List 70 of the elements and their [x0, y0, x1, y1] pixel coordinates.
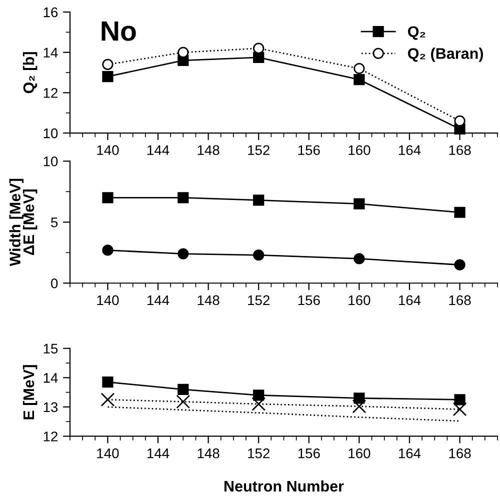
y-tick-label: 10	[44, 128, 58, 138]
point	[354, 74, 365, 86]
point	[352, 399, 366, 414]
x-tick-label: 140	[97, 295, 119, 306]
y-axis-title: Width [MeV] ΔE [MeV]	[9, 178, 38, 266]
y-tick-label: 5	[51, 218, 58, 228]
x-tick-label: 164	[398, 448, 421, 458]
point	[253, 390, 264, 401]
point	[102, 244, 114, 256]
point	[252, 397, 266, 411]
point	[178, 384, 189, 395]
point	[253, 42, 264, 54]
x-tick-label: 156	[298, 448, 320, 458]
legend-label: Q₂	[408, 26, 426, 40]
x-tick-label: 152	[248, 295, 270, 306]
point	[354, 392, 365, 404]
point	[178, 46, 189, 58]
y-tick-label: 12	[44, 432, 58, 442]
y-tick-label: 15	[44, 344, 58, 354]
x-axis-title: Neutron Number	[224, 480, 344, 492]
point	[454, 259, 466, 270]
point	[176, 394, 190, 409]
x-tick-label: 156	[298, 145, 320, 156]
point	[354, 198, 365, 210]
x-tick-label: 148	[198, 145, 220, 156]
x-tick-label: 168	[449, 295, 471, 306]
x-tick-label: 164	[398, 295, 421, 306]
x-tick-label: 160	[348, 145, 370, 156]
point	[178, 248, 189, 260]
x-tick-label: 148	[198, 448, 220, 458]
legend-label: Q₂ (Baran)	[408, 48, 483, 62]
y-tick-label: 12	[44, 88, 58, 98]
x-tick-label: 156	[298, 295, 320, 306]
point	[454, 115, 466, 126]
x-tick-label: 168	[449, 448, 471, 458]
point	[253, 250, 264, 261]
point	[354, 62, 365, 74]
point	[454, 206, 466, 218]
x-tick-label: 144	[147, 295, 170, 305]
point	[452, 402, 467, 416]
point	[100, 392, 115, 407]
point	[354, 253, 365, 264]
point	[178, 192, 189, 204]
x-tick-label: 148	[198, 295, 220, 306]
x-tick-label: 160	[348, 448, 370, 458]
y-tick-label: 14	[44, 48, 58, 58]
point	[454, 394, 466, 406]
x-tick-label: 144	[147, 448, 170, 458]
point	[253, 194, 264, 206]
x-tick-label: 152	[248, 145, 270, 156]
x-tick-label: 140	[97, 145, 119, 156]
x-tick-label: 140	[97, 448, 119, 458]
y-tick-label: 16	[44, 7, 58, 18]
point	[253, 52, 264, 63]
annotation: No	[102, 22, 136, 41]
y-axis-title: Q₂ [b]	[22, 52, 38, 94]
point	[102, 58, 114, 70]
y-tick-label: 13	[44, 402, 58, 412]
x-tick-label: 160	[348, 295, 370, 306]
point	[102, 376, 114, 388]
y-axis-title: E [MeV]	[22, 365, 38, 420]
y-tick-label: 10	[44, 156, 58, 166]
point	[102, 192, 114, 204]
y-tick-label: 14	[44, 373, 58, 383]
point	[102, 71, 114, 82]
y-tick-label: 0	[51, 278, 58, 288]
x-tick-label: 152	[248, 448, 270, 458]
x-tick-label: 168	[449, 145, 471, 156]
x-tick-label: 164	[398, 145, 421, 156]
x-tick-label: 144	[147, 145, 170, 155]
